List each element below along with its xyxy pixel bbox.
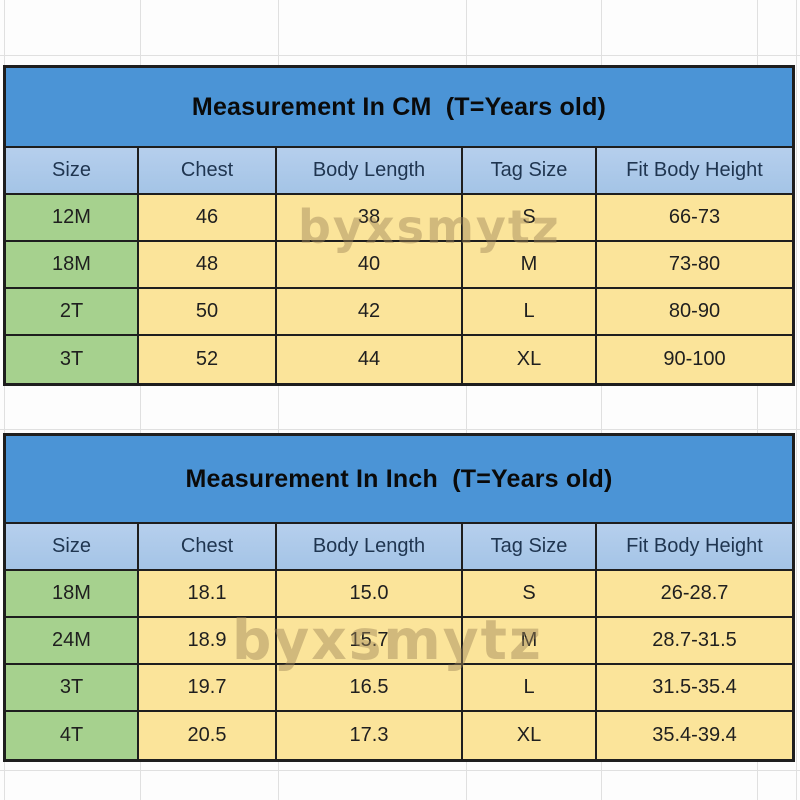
size-cell: 12M: [6, 195, 139, 242]
size-cell: 18M: [6, 242, 139, 289]
grid-line-vertical: [140, 0, 141, 800]
table-cell: 48: [139, 242, 277, 289]
grid-line-vertical: [757, 0, 758, 800]
table-cell: 26-28.7: [597, 571, 792, 618]
grid-line-vertical: [796, 0, 797, 800]
table-cell: 20.5: [139, 712, 277, 759]
table-cell: 15.7: [277, 618, 463, 665]
table-cell: 19.7: [139, 665, 277, 712]
column-header-fit-body-height: Fit Body Height: [597, 148, 792, 195]
table-cell: M: [463, 618, 597, 665]
size-cell: 24M: [6, 618, 139, 665]
grid-line-horizontal: [0, 55, 800, 56]
size-cell: 4T: [6, 712, 139, 759]
table-cell: 50: [139, 289, 277, 336]
size-table-inch: Measurement In Inch (T=Years old) Size C…: [3, 433, 795, 762]
table-cell: 44: [277, 336, 463, 383]
table-cell: S: [463, 195, 597, 242]
table-cell: 40: [277, 242, 463, 289]
grid-line-vertical: [4, 0, 5, 800]
table-cell: 16.5: [277, 665, 463, 712]
size-cell: 2T: [6, 289, 139, 336]
grid-line-vertical: [466, 0, 467, 800]
table-cell: 38: [277, 195, 463, 242]
table-cell: XL: [463, 336, 597, 383]
table-cell: 46: [139, 195, 277, 242]
table-title-cm: Measurement In CM (T=Years old): [6, 68, 792, 148]
grid-line-vertical: [601, 0, 602, 800]
table-cell: M: [463, 242, 597, 289]
size-table-inch-grid: Size Chest Body Length Tag Size Fit Body…: [6, 524, 792, 759]
column-header-tag-size: Tag Size: [463, 524, 597, 571]
table-cell: L: [463, 289, 597, 336]
table-cell: 35.4-39.4: [597, 712, 792, 759]
table-cell: 66-73: [597, 195, 792, 242]
table-title-inch: Measurement In Inch (T=Years old): [6, 436, 792, 524]
table-cell: XL: [463, 712, 597, 759]
column-header-chest: Chest: [139, 524, 277, 571]
column-header-size: Size: [6, 524, 139, 571]
size-cell: 18M: [6, 571, 139, 618]
column-header-tag-size: Tag Size: [463, 148, 597, 195]
table-cell: 90-100: [597, 336, 792, 383]
table-cell: 31.5-35.4: [597, 665, 792, 712]
table-cell: 52: [139, 336, 277, 383]
grid-line-horizontal: [0, 770, 800, 771]
column-header-body-length: Body Length: [277, 524, 463, 571]
table-cell: 80-90: [597, 289, 792, 336]
size-cell: 3T: [6, 665, 139, 712]
column-header-body-length: Body Length: [277, 148, 463, 195]
grid-line-vertical: [278, 0, 279, 800]
size-cell: 3T: [6, 336, 139, 383]
table-cell: 15.0: [277, 571, 463, 618]
size-table-cm-grid: Size Chest Body Length Tag Size Fit Body…: [6, 148, 792, 383]
table-cell: 42: [277, 289, 463, 336]
table-cell: S: [463, 571, 597, 618]
grid-line-horizontal: [0, 429, 800, 430]
table-cell: 28.7-31.5: [597, 618, 792, 665]
column-header-fit-body-height: Fit Body Height: [597, 524, 792, 571]
table-cell: 73-80: [597, 242, 792, 289]
size-table-cm: Measurement In CM (T=Years old) Size Che…: [3, 65, 795, 386]
column-header-chest: Chest: [139, 148, 277, 195]
column-header-size: Size: [6, 148, 139, 195]
table-cell: 17.3: [277, 712, 463, 759]
table-cell: L: [463, 665, 597, 712]
table-cell: 18.9: [139, 618, 277, 665]
table-cell: 18.1: [139, 571, 277, 618]
